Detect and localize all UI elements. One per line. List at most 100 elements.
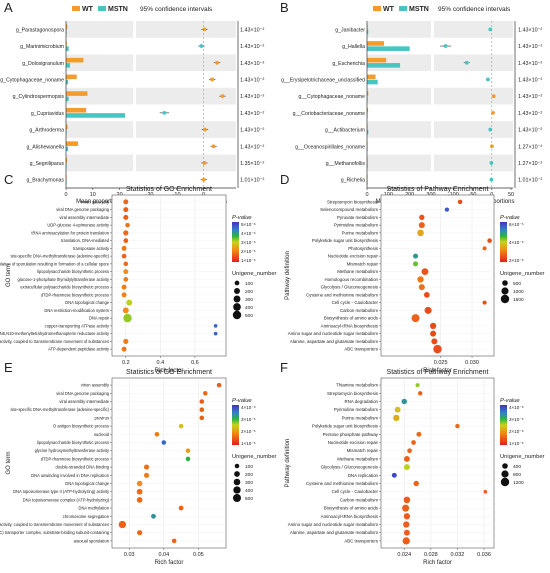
data-point: [178, 423, 184, 429]
y-tick-label: lipopolysaccharide biosynthetic process: [37, 269, 109, 274]
y-tick-label: Photosynthesis: [348, 246, 379, 251]
size-legend-dot: [501, 470, 509, 478]
data-point: [487, 238, 492, 243]
size-legend-dot: [232, 310, 242, 320]
p-value-label: 1.01×10⁻²: [518, 178, 542, 184]
y-tick-label: lipopolysaccharide biosynthetic process: [37, 440, 109, 445]
data-point: [403, 521, 410, 528]
data-point: [418, 284, 425, 291]
size-legend-dot: [502, 280, 508, 286]
diff-point: [489, 177, 494, 182]
y-tick-label: RNA degradation: [345, 399, 379, 404]
data-point: [413, 480, 419, 487]
plot-frame: [380, 377, 495, 549]
x-axis-title: Rich factor: [423, 560, 452, 566]
data-point: [411, 314, 420, 323]
category-label: g_Cupriavidus: [31, 111, 65, 117]
data-point: [125, 222, 130, 228]
diff-point: [488, 127, 493, 132]
data-point: [199, 399, 205, 404]
row-stripe: [136, 121, 236, 138]
panel-letter-f: F: [280, 360, 288, 375]
size-legend-dot: [234, 463, 240, 469]
p-value-label: 1.43×10⁻²: [518, 61, 542, 67]
data-point: [402, 537, 410, 545]
legend-color-title: P-value: [232, 398, 252, 404]
data-point: [455, 423, 460, 429]
p-value-label: 1.43×10⁻²: [518, 128, 542, 134]
y-tick-label: DNA topological change: [65, 481, 109, 486]
pvalue-legend-label: 2×10⁻⁶: [509, 429, 524, 434]
p-value-label: 1.27×10⁻²: [518, 161, 542, 167]
row-stripe: [367, 154, 431, 172]
pvalue-legend-label: 2×10⁻⁶: [241, 249, 256, 254]
bar-wt: [66, 141, 79, 146]
data-point: [457, 199, 463, 205]
y-axis-title: Pathway definition: [285, 439, 291, 488]
p-value-label: 1.43×10⁻²: [518, 44, 542, 50]
chart-title: Statistics of GO Enrichment: [126, 369, 212, 376]
bar-wt: [66, 57, 84, 63]
bar-mstn: [367, 29, 369, 35]
size-legend-label: 400: [245, 488, 253, 494]
y-tick-label: negative regulation of sporulation resul…: [0, 261, 110, 266]
size-legend-dot: [500, 477, 510, 487]
size-legend-label: 100: [245, 281, 253, 287]
y-tick-label: ATP-dependent peptidase activity: [48, 347, 110, 352]
y-tick-label: copper-transporting ATPase activity: [45, 323, 110, 328]
data-point: [161, 440, 167, 445]
bar-mstn: [66, 79, 69, 85]
size-legend-label: 1200: [513, 480, 524, 486]
data-point: [413, 261, 419, 267]
data-point: [136, 497, 143, 503]
size-legend-dot: [233, 478, 241, 486]
y-tick-label: tRNA aminoacylation for protein translat…: [31, 230, 109, 235]
diff-point: [199, 44, 204, 48]
row-stripe: [434, 121, 513, 138]
y-tick-label: Purine metabolism: [342, 415, 379, 420]
y-tick-label: Amino sugar and nucleotide sugar metabol…: [288, 331, 379, 336]
pvalue-legend-label: 3×10⁻⁶: [241, 240, 256, 245]
legend-label-wt: WT: [82, 6, 94, 13]
data-point: [121, 284, 127, 290]
size-legend-label: 1000: [513, 289, 524, 295]
x-tick-label: 0.025: [434, 360, 448, 366]
category-label: g_Parastagonospora: [16, 27, 64, 33]
data-point: [418, 391, 423, 396]
data-point: [403, 455, 410, 462]
p-value-label: 1.43×10⁻²: [240, 111, 264, 117]
size-legend-label: 200: [245, 472, 253, 478]
data-point: [417, 276, 424, 283]
x-tick-label: 0.036: [477, 552, 491, 558]
data-point: [430, 330, 437, 337]
diff-point: [488, 27, 493, 32]
y-tick-label: Homologous recombination: [325, 277, 379, 282]
category-label: g__Cytophagaceae_noname: [298, 94, 365, 100]
plot-frame: [111, 194, 227, 357]
size-legend-dot: [234, 288, 240, 294]
y-tick-label: ATPase activity, coupled to transmembran…: [0, 522, 109, 527]
data-point: [123, 269, 129, 275]
data-point: [423, 292, 430, 298]
data-point: [121, 245, 127, 251]
data-point: [123, 338, 129, 344]
bar-wt: [66, 41, 67, 46]
y-tick-label: DNA repair: [89, 316, 110, 321]
y-tick-label: nucleoid: [94, 432, 110, 437]
size-legend-dot: [501, 287, 509, 295]
diff-point: [486, 77, 490, 82]
y-tick-label: Streptomycin biosynthesis: [327, 199, 379, 204]
x-tick-label: 50: [508, 192, 514, 198]
bar-mstn: [367, 63, 401, 68]
category-label: g__Oceanospirillales_noname: [295, 144, 365, 150]
y-tick-label: asexual sporulation: [74, 538, 110, 543]
y-tick-label: Methane metabolism: [337, 456, 378, 461]
data-point: [151, 513, 156, 519]
row-stripe: [66, 54, 133, 72]
pvalue-colorbar: [500, 405, 507, 445]
data-point: [121, 346, 127, 352]
legend-swatch-wt: [373, 6, 381, 11]
p-value-label: 1.43×10⁻²: [240, 128, 264, 134]
y-axis-title: Pathway definition: [285, 251, 291, 300]
data-point: [429, 322, 437, 330]
